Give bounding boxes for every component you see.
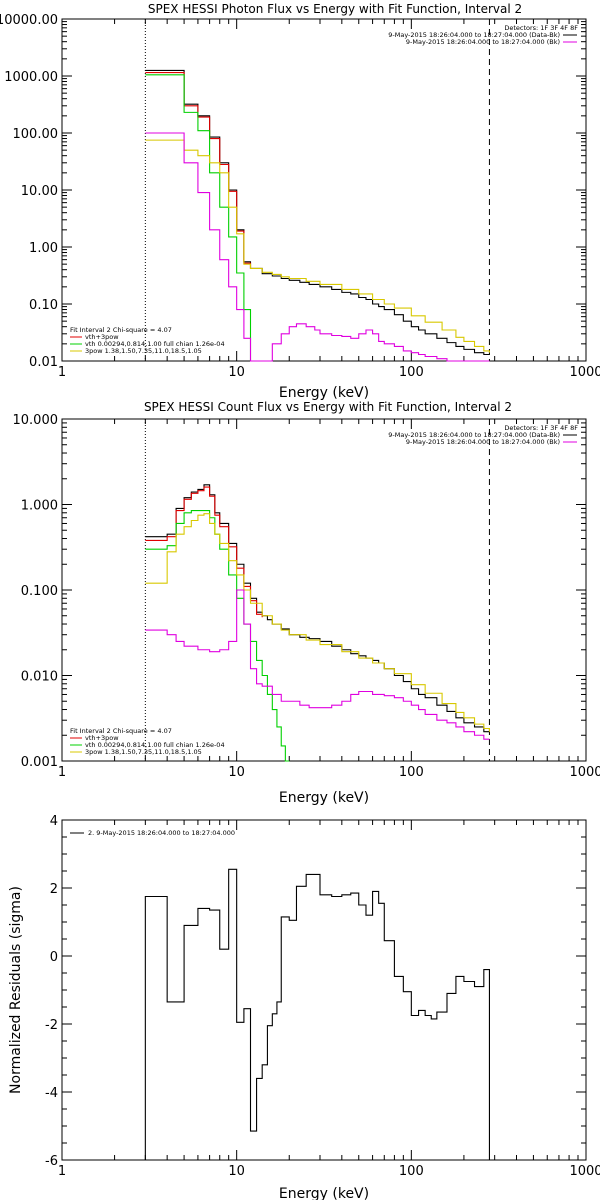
residuals-plot-frame: [61, 819, 587, 1161]
residuals-y-axis-label: Normalized Residuals (sigma): [8, 886, 24, 1094]
residuals-y-tick-label: 0: [50, 950, 58, 965]
count-legend-line-2: vth+3pow: [85, 734, 119, 742]
photon-series-red: [145, 71, 252, 269]
count-legend-line-1: Fit Interval 2 Chi-square = 4.07: [70, 727, 172, 735]
residuals-x-tick-label: 100: [399, 1164, 424, 1179]
count-plot-frame: [61, 418, 587, 762]
residuals-y-tick-label: -2: [45, 1018, 58, 1033]
count-series-red: [145, 486, 263, 618]
count-series-black: [145, 484, 490, 733]
residuals-x-tick-label: 10: [228, 1164, 245, 1179]
photon-series-green: [145, 74, 252, 361]
count-x-tick-label: 100: [399, 765, 424, 780]
count-header-line-1: Detectors: 1F 3F 4F 8F: [504, 424, 578, 432]
count-series-yellow: [145, 513, 490, 732]
photon-x-axis-label: Energy (keV): [279, 385, 369, 401]
photon-y-tick-label: 100.00: [13, 127, 59, 142]
count-x-tick-label: 1: [58, 765, 66, 780]
photon-header-line-2: 9-May-2015 18:26:04.000 to 18:27:04.000 …: [388, 31, 560, 39]
count-y-tick-label: 0.001: [21, 755, 58, 770]
count-y-tick-label: 0.100: [21, 584, 58, 599]
photon-legend-line-1: Fit Interval 2 Chi-square = 4.07: [70, 326, 172, 334]
photon-x-tick-label: 1000: [569, 365, 600, 380]
count-panel-title: SPEX HESSI Count Flux vs Energy with Fit…: [144, 400, 512, 414]
residuals-x-tick-label: 1: [58, 1164, 66, 1179]
photon-legend-line-4: 3pow 1.38,1.50,7.35,11.0,18.5,1.05: [85, 347, 202, 355]
photon-y-tick-label: 0.10: [29, 298, 58, 313]
residuals-y-tick-label: 4: [50, 814, 58, 829]
photon-x-tick-label: 10: [228, 365, 245, 380]
residuals-legend-text: 2. 9-May-2015 18:26:04.000 to 18:27:04.0…: [88, 829, 235, 837]
photon-plot-frame: [61, 18, 587, 362]
photon-header-line-1: Detectors: 1F 3F 4F 8F: [504, 24, 578, 32]
count-y-tick-label: 0.010: [21, 670, 58, 685]
count-x-tick-label: 1000: [569, 765, 600, 780]
photon-legend-line-3: vth 0.00294,0.814,1.00 full chian 1.26e-…: [85, 340, 225, 348]
count-y-tick-label: 1.000: [21, 499, 58, 514]
photon-panel-title: SPEX HESSI Photon Flux vs Energy with Fi…: [148, 2, 522, 16]
photon-legend-line-2: vth+3pow: [85, 333, 119, 341]
count-x-axis-label: Energy (keV): [279, 790, 369, 806]
photon-y-tick-label: 1000.00: [4, 70, 58, 85]
residuals-y-tick-label: -6: [45, 1154, 58, 1169]
photon-series-magenta: [145, 132, 490, 362]
count-header-line-2: 9-May-2015 18:26:04.000 to 18:27:04.000 …: [388, 431, 560, 439]
residuals-y-tick-label: 2: [50, 882, 58, 897]
photon-header-line-3: 9-May-2015 18:26:04.000 to 18:27:04.000 …: [406, 38, 560, 46]
count-flux-panel: SPEX HESSI Count Flux vs Energy with Fit…: [61, 400, 587, 806]
photon-y-tick-label: 10000.00: [0, 13, 58, 28]
count-series-green: [145, 509, 290, 762]
residuals-y-tick-label: -4: [45, 1086, 58, 1101]
photon-flux-panel: SPEX HESSI Photon Flux vs Energy with Fi…: [61, 2, 587, 401]
residuals-x-tick-label: 1000: [569, 1164, 600, 1179]
count-x-tick-label: 10: [228, 765, 245, 780]
photon-series-black: [145, 69, 490, 356]
photon-series-yellow: [145, 139, 490, 353]
residuals-panel: 2. 9-May-2015 18:26:04.000 to 18:27:04.0…: [8, 819, 587, 1200]
photon-x-tick-label: 100: [399, 365, 424, 380]
photon-y-tick-label: 1.00: [29, 241, 58, 256]
count-series-magenta: [145, 589, 490, 740]
photon-x-tick-label: 1: [58, 365, 66, 380]
count-header-line-3: 9-May-2015 18:26:04.000 to 18:27:04.000 …: [406, 438, 560, 446]
count-y-tick-label: 10.000: [13, 413, 59, 428]
count-legend-line-4: 3pow 1.38,1.50,7.35,11.0,18.5,1.05: [85, 748, 202, 756]
residuals-series-black: [144, 868, 490, 1160]
count-legend-line-3: vth 0.00294,0.814,1.00 full chian 1.26e-…: [85, 741, 225, 749]
photon-y-tick-label: 0.01: [29, 355, 58, 370]
residuals-x-axis-label: Energy (keV): [279, 1186, 369, 1200]
photon-y-tick-label: 10.00: [21, 184, 58, 199]
